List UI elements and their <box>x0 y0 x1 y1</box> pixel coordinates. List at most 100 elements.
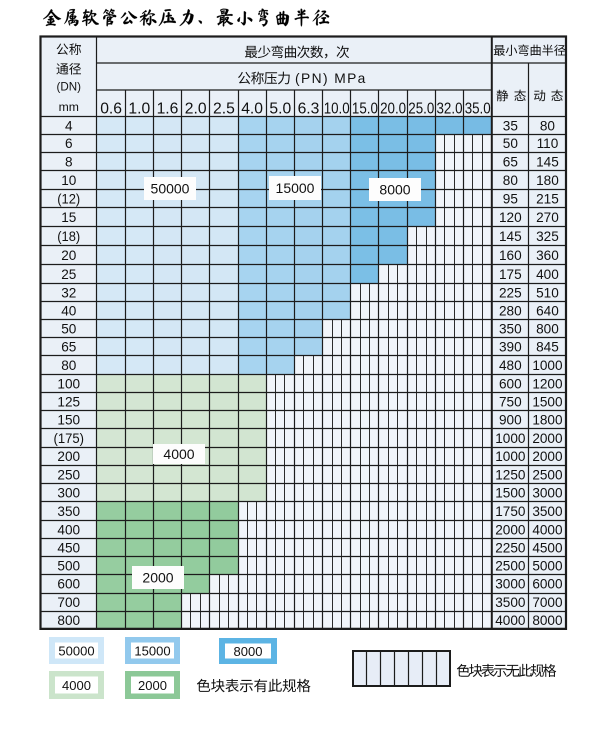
svg-text:3000: 3000 <box>495 577 526 592</box>
svg-text:640: 640 <box>536 304 559 319</box>
svg-text:450: 450 <box>57 541 80 556</box>
svg-text:80: 80 <box>540 118 556 133</box>
svg-text:4000: 4000 <box>62 678 91 693</box>
svg-text:0.6: 0.6 <box>100 101 122 118</box>
svg-text:110: 110 <box>537 136 559 151</box>
svg-text:200: 200 <box>57 449 80 464</box>
svg-text:50: 50 <box>61 322 77 337</box>
svg-text:1.0: 1.0 <box>128 101 150 118</box>
svg-text:(18): (18) <box>57 229 80 244</box>
svg-text:20.0: 20.0 <box>380 101 406 118</box>
svg-text:1500: 1500 <box>495 486 526 501</box>
svg-text:1750: 1750 <box>495 504 526 519</box>
svg-text:7000: 7000 <box>532 595 563 610</box>
svg-text:150: 150 <box>57 413 80 428</box>
svg-text:600: 600 <box>57 577 80 592</box>
svg-text:4.0: 4.0 <box>241 101 263 118</box>
svg-text:800: 800 <box>536 322 559 337</box>
svg-text:8: 8 <box>65 154 73 169</box>
svg-text:25: 25 <box>61 267 76 282</box>
svg-text:4: 4 <box>65 118 73 133</box>
svg-text:2500: 2500 <box>532 468 563 483</box>
svg-text:2000: 2000 <box>142 570 173 586</box>
svg-text:15: 15 <box>61 210 76 225</box>
svg-text:2500: 2500 <box>495 559 526 574</box>
svg-text:95: 95 <box>503 191 518 206</box>
svg-text:5.0: 5.0 <box>269 101 291 118</box>
svg-text:15000: 15000 <box>134 643 170 658</box>
svg-text:390: 390 <box>499 339 522 354</box>
svg-text:15.0: 15.0 <box>352 101 378 118</box>
svg-text:1250: 1250 <box>495 468 526 483</box>
svg-text:6.3: 6.3 <box>298 101 320 118</box>
svg-text:1000: 1000 <box>532 358 563 373</box>
svg-text:1000: 1000 <box>495 431 526 446</box>
svg-text:500: 500 <box>57 559 80 574</box>
svg-text:8000: 8000 <box>234 644 263 659</box>
svg-text:100: 100 <box>57 376 80 391</box>
svg-text:(175): (175) <box>54 431 85 446</box>
svg-text:250: 250 <box>57 468 80 483</box>
svg-text:8000: 8000 <box>532 613 563 628</box>
svg-text:6: 6 <box>65 136 73 151</box>
svg-text:350: 350 <box>57 504 80 519</box>
svg-text:510: 510 <box>536 285 559 300</box>
svg-text:700: 700 <box>57 595 80 610</box>
svg-text:120: 120 <box>499 210 522 225</box>
svg-text:(PN) MPa: (PN) MPa <box>295 71 367 86</box>
svg-text:(12): (12) <box>57 191 80 206</box>
svg-text:10.0: 10.0 <box>324 101 350 118</box>
svg-text:2.0: 2.0 <box>185 101 207 118</box>
svg-text:5000: 5000 <box>532 559 563 574</box>
svg-text:65: 65 <box>503 154 518 169</box>
svg-text:2000: 2000 <box>495 522 526 537</box>
svg-text:2000: 2000 <box>532 431 563 446</box>
svg-text:32: 32 <box>61 285 76 300</box>
svg-text:4000: 4000 <box>163 446 194 462</box>
svg-text:65: 65 <box>61 339 76 354</box>
svg-text:8000: 8000 <box>379 182 410 198</box>
svg-text:4000: 4000 <box>495 613 526 628</box>
svg-text:270: 270 <box>536 210 559 225</box>
svg-text:32.0: 32.0 <box>437 101 463 118</box>
svg-text:400: 400 <box>536 267 559 282</box>
svg-text:3500: 3500 <box>495 595 526 610</box>
svg-text:145: 145 <box>536 154 559 169</box>
svg-text:1800: 1800 <box>532 413 563 428</box>
svg-text:80: 80 <box>61 358 77 373</box>
svg-text:350: 350 <box>499 322 522 337</box>
svg-text:3500: 3500 <box>532 504 563 519</box>
svg-text:1200: 1200 <box>532 376 563 391</box>
svg-text:750: 750 <box>499 395 522 410</box>
svg-text:80: 80 <box>503 173 519 188</box>
svg-text:800: 800 <box>57 613 80 628</box>
svg-text:50000: 50000 <box>58 643 94 658</box>
svg-text:25.0: 25.0 <box>408 101 434 118</box>
svg-text:6000: 6000 <box>532 577 563 592</box>
svg-text:35: 35 <box>503 118 518 133</box>
svg-text:1000: 1000 <box>495 449 526 464</box>
svg-text:175: 175 <box>499 267 522 282</box>
svg-text:215: 215 <box>536 191 559 206</box>
svg-text:280: 280 <box>499 304 522 319</box>
svg-text:50000: 50000 <box>151 181 190 197</box>
svg-text:2250: 2250 <box>495 541 526 556</box>
svg-text:4000: 4000 <box>532 522 563 537</box>
svg-text:480: 480 <box>499 358 522 373</box>
svg-text:40: 40 <box>61 304 77 319</box>
svg-text:(DN): (DN) <box>57 80 82 93</box>
svg-text:10: 10 <box>61 173 77 188</box>
svg-text:2000: 2000 <box>138 678 167 693</box>
svg-text:mm: mm <box>59 100 79 114</box>
svg-text:300: 300 <box>57 486 80 501</box>
svg-text:180: 180 <box>536 173 559 188</box>
svg-text:225: 225 <box>499 285 522 300</box>
svg-text:360: 360 <box>536 248 559 263</box>
svg-text:3000: 3000 <box>532 486 563 501</box>
svg-text:35.0: 35.0 <box>465 101 491 118</box>
svg-text:400: 400 <box>57 522 80 537</box>
svg-text:900: 900 <box>499 413 522 428</box>
svg-text:1.6: 1.6 <box>157 101 179 118</box>
svg-text:50: 50 <box>503 136 519 151</box>
svg-text:2000: 2000 <box>532 449 563 464</box>
